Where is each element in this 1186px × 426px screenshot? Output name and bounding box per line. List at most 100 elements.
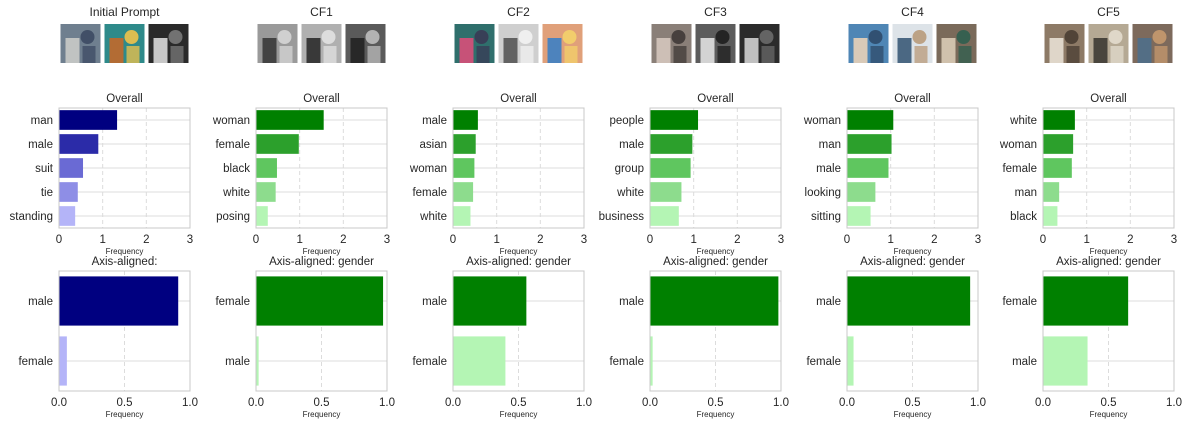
- x-axis-label: Frequency: [500, 410, 538, 419]
- x-tick-label: 0.0: [248, 397, 264, 409]
- x-axis-label: Frequency: [303, 410, 341, 419]
- column-title: CF2: [507, 5, 530, 19]
- y-tick-label: female: [215, 139, 250, 151]
- panel-title: Overall: [1090, 93, 1126, 105]
- bar: [650, 336, 653, 386]
- y-tick-label: female: [412, 356, 447, 368]
- column-title: CF4: [901, 5, 924, 19]
- x-axis-label: Frequency: [106, 410, 144, 419]
- thumb-shape: [914, 46, 928, 63]
- plot-frame: [649, 270, 782, 392]
- bar: [1043, 158, 1072, 178]
- bar: [650, 158, 691, 178]
- thumb-shape: [1152, 30, 1167, 44]
- y-tick-label: posing: [216, 211, 250, 223]
- bar: [847, 336, 854, 386]
- bar: [650, 134, 693, 154]
- thumb-shape: [1049, 38, 1064, 63]
- x-tick-label: 0.5: [117, 397, 133, 409]
- x-tick-label: 3: [384, 234, 390, 246]
- y-tick-label: male: [28, 139, 53, 151]
- plot-frame: [1042, 107, 1175, 229]
- y-tick-label: male: [422, 296, 447, 308]
- y-tick-label: male: [1012, 356, 1037, 368]
- x-tick-label: 0.5: [511, 397, 527, 409]
- thumb-crowd-bw: [695, 24, 736, 63]
- thumb-shape: [474, 30, 489, 44]
- bar: [59, 110, 118, 130]
- y-tick-label: male: [619, 296, 644, 308]
- x-tick-label: 3: [975, 234, 981, 246]
- thumb-shape: [306, 38, 321, 63]
- bar: [59, 134, 99, 154]
- y-tick-label: male: [422, 115, 447, 127]
- x-tick-label: 0: [1040, 234, 1046, 246]
- panel-bottom-0: Axis-aligned: male female 0.0 0.5 1.0 Frequenc…: [18, 256, 198, 419]
- x-axis-label: Frequency: [697, 410, 735, 419]
- thumb-shape: [870, 46, 884, 63]
- thumb-shape: [459, 38, 474, 63]
- x-tick-label: 0.5: [905, 397, 921, 409]
- x-axis-label: Frequency: [1090, 410, 1128, 419]
- x-tick-label: 0.0: [445, 397, 461, 409]
- y-tick-label: female: [412, 187, 447, 199]
- y-tick-label: white: [616, 187, 644, 199]
- bar: [256, 110, 324, 130]
- plot-frame: [1042, 270, 1175, 392]
- thumb-crowd-grid: [651, 24, 692, 63]
- thumb-shape: [1108, 30, 1123, 44]
- x-tick-label: 1.0: [576, 397, 592, 409]
- plot-frame: [846, 107, 979, 229]
- thumb-shape: [367, 46, 381, 63]
- thumb-office-desk: [936, 24, 977, 63]
- thumb-shape: [503, 38, 518, 63]
- thumb-shape: [1154, 46, 1168, 63]
- thumb-shape: [1093, 38, 1108, 63]
- panel-bottom-2: Axis-aligned: gender male female 0.0 0.5 1.0 F…: [412, 256, 592, 419]
- x-tick-label: 0.0: [839, 397, 855, 409]
- panel-title: Overall: [697, 93, 733, 105]
- bar: [650, 276, 779, 326]
- x-tick-label: 1: [99, 234, 105, 246]
- y-tick-label: white: [1009, 115, 1037, 127]
- x-tick-label: 2: [1127, 234, 1133, 246]
- y-tick-label: looking: [805, 187, 841, 199]
- x-axis-label: Frequency: [894, 410, 932, 419]
- panel-title: Overall: [500, 93, 536, 105]
- bar: [1043, 336, 1088, 386]
- x-tick-label: 0.5: [1101, 397, 1117, 409]
- bar: [59, 158, 84, 178]
- y-tick-label: sitting: [811, 211, 841, 223]
- y-tick-label: black: [1010, 211, 1037, 223]
- x-axis-label: Frequency: [303, 247, 341, 256]
- thumb-shape: [518, 30, 533, 44]
- panel-title: Axis-aligned: gender: [860, 256, 965, 268]
- plot-frame: [649, 107, 782, 229]
- column-title: CF1: [310, 5, 333, 19]
- x-tick-label: 1: [1083, 234, 1089, 246]
- thumb-shape: [547, 38, 562, 63]
- bar: [847, 206, 871, 226]
- thumb-shape: [717, 46, 731, 63]
- x-tick-label: 2: [734, 234, 740, 246]
- thumb-shape: [759, 30, 774, 44]
- bar: [453, 276, 527, 326]
- panel-bottom-5: Axis-aligned: gender female male 0.0 0.5 1.0 F…: [1002, 256, 1182, 419]
- thumb-shape: [350, 38, 365, 63]
- bar: [256, 336, 259, 386]
- y-tick-label: woman: [803, 115, 841, 127]
- panel-title: Overall: [303, 93, 339, 105]
- thumb-shape: [277, 30, 292, 44]
- thumb-shape: [671, 30, 686, 44]
- y-tick-label: female: [609, 356, 644, 368]
- y-tick-label: woman: [212, 115, 250, 127]
- x-tick-label: 1.0: [970, 397, 986, 409]
- y-tick-label: female: [1002, 296, 1037, 308]
- thumb-shape: [262, 38, 277, 63]
- bar: [256, 134, 299, 154]
- x-tick-label: 0: [647, 234, 653, 246]
